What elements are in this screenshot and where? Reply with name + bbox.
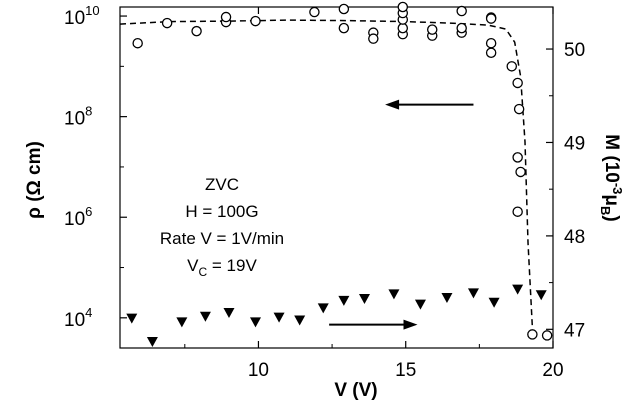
resistivity-point bbox=[456, 5, 467, 17]
resistivity-point bbox=[527, 329, 538, 340]
magnetization-point bbox=[467, 288, 479, 299]
magnetization-point bbox=[388, 289, 400, 300]
y-left-tick-label: 106 bbox=[64, 204, 92, 230]
magnetization-point bbox=[488, 297, 500, 308]
magnetization-point bbox=[249, 317, 261, 328]
resistivity-point bbox=[512, 77, 523, 89]
resistivity-point bbox=[456, 22, 467, 34]
fit-curve bbox=[119, 19, 534, 328]
resistivity-point bbox=[397, 1, 409, 13]
resistivity-point bbox=[485, 13, 497, 24]
magnetization-point bbox=[273, 312, 285, 323]
resistivity-point bbox=[515, 166, 526, 178]
magnetization-point bbox=[199, 311, 211, 322]
x-tick-label: 20 bbox=[542, 360, 563, 381]
magnetization-point bbox=[294, 315, 306, 326]
magnetization-point bbox=[512, 284, 524, 295]
x-tick-label: 15 bbox=[395, 360, 416, 381]
arrow-head bbox=[403, 319, 418, 330]
y-left-axis-label: ρ (Ω cm) bbox=[24, 141, 45, 219]
resistivity-point bbox=[512, 152, 523, 163]
annotation-block: ZVC H = 100G Rate V = 1V/min VC = 19V bbox=[160, 175, 284, 279]
resistivity-point bbox=[191, 25, 202, 37]
y-right-axis-label: M (10-3μB) bbox=[598, 134, 625, 221]
y-left-tick-label: 1010 bbox=[64, 3, 100, 29]
y-right-tick-label: 48 bbox=[564, 227, 585, 248]
y-right-tick-label: 49 bbox=[564, 133, 585, 154]
magnetization-point bbox=[338, 295, 350, 306]
annotation-line4: VC = 19V bbox=[187, 256, 257, 279]
magnetization-point bbox=[317, 303, 329, 314]
magnetization-point bbox=[441, 293, 453, 304]
resistivity-point bbox=[220, 11, 232, 23]
magnetization-point bbox=[126, 313, 138, 324]
y-left-tick-label: 104 bbox=[64, 305, 92, 331]
resistivity-point bbox=[309, 6, 320, 18]
resistivity-point bbox=[506, 61, 518, 72]
data-marks bbox=[126, 1, 553, 347]
resistivity-point bbox=[512, 206, 523, 217]
x-tick-label: 10 bbox=[248, 360, 269, 381]
magnetization-point bbox=[414, 299, 426, 310]
annotation-line2: H = 100G bbox=[185, 202, 258, 221]
resistivity-point bbox=[250, 15, 261, 27]
resistivity-point bbox=[368, 33, 379, 44]
resistivity-point bbox=[426, 24, 438, 35]
annotation-line1: ZVC bbox=[205, 175, 239, 194]
resistivity-point bbox=[541, 330, 553, 341]
magnetization-point bbox=[176, 317, 188, 328]
plot-frame bbox=[119, 6, 554, 349]
magnetization-point bbox=[223, 307, 235, 318]
resistivity-point bbox=[132, 37, 143, 49]
resistivity-point bbox=[397, 22, 409, 34]
magnetization-point bbox=[358, 293, 370, 304]
resistivity-point bbox=[513, 103, 525, 115]
annotation-line3: Rate V = 1V/min bbox=[160, 229, 284, 248]
magnetization-point bbox=[146, 336, 158, 347]
fit-curve-line bbox=[119, 19, 534, 328]
x-axis-label: V (V) bbox=[334, 380, 377, 401]
resistivity-point bbox=[338, 3, 350, 15]
resistivity-point bbox=[485, 37, 497, 49]
direction-arrows bbox=[329, 99, 474, 330]
arrow-head bbox=[385, 99, 400, 110]
resistivity-point bbox=[338, 22, 350, 34]
y-left-tick-label: 108 bbox=[64, 104, 92, 130]
resistivity-point bbox=[161, 17, 173, 29]
resistivity-point bbox=[485, 47, 497, 59]
y-right-tick-label: 47 bbox=[564, 320, 585, 341]
axis-ticks: 10 15 20 104 106 108 1010 47 48 49 50 bbox=[64, 3, 585, 381]
magnetization-point bbox=[535, 290, 547, 301]
y-right-tick-label: 50 bbox=[564, 40, 585, 61]
